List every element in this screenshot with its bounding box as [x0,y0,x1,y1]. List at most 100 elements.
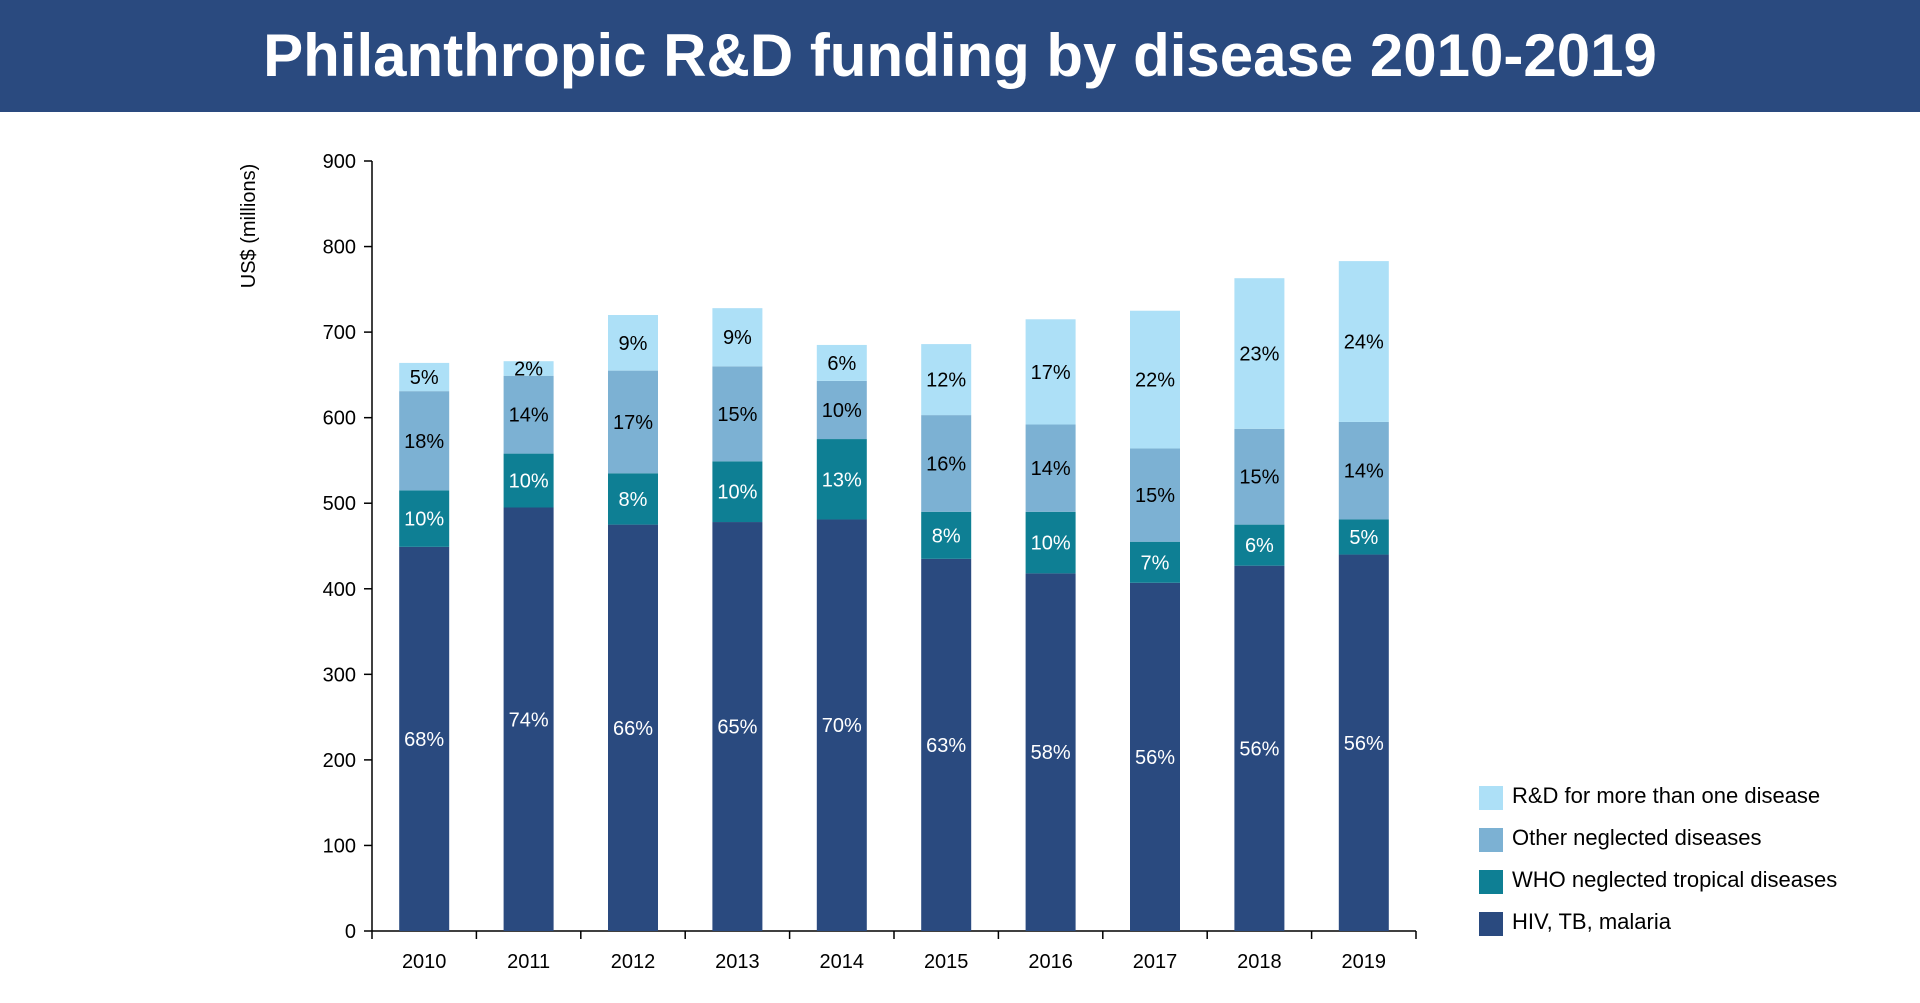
x-tick-label: 2019 [1342,951,1387,973]
y-tick-label: 700 [323,322,356,344]
legend-swatch [1479,786,1503,810]
data-label: 10% [717,482,757,504]
chart-title: Philanthropic R&D funding by disease 201… [263,22,1657,89]
data-label: 2% [514,358,543,380]
data-label: 65% [717,717,757,739]
x-tick-label: 2016 [1028,951,1073,973]
y-tick-label: 0 [345,921,356,943]
bar-segment [1234,278,1285,429]
data-label: 56% [1344,733,1384,755]
bar-segment [1025,511,1076,574]
legend-label: WHO neglected tropical diseases [1512,867,1838,892]
data-label: 10% [822,400,862,422]
data-label: 68% [404,729,444,751]
bar-segment [921,415,972,512]
bar-segment [1025,319,1076,425]
legend-label: Other neglected diseases [1512,825,1762,850]
bar-segment [399,391,450,491]
bar-segment [503,361,554,376]
bar-segment [816,344,867,381]
data-label: 5% [1349,527,1378,549]
y-tick-label: 100 [323,835,356,857]
bar-segment [712,461,763,523]
data-label: 10% [1031,533,1071,555]
data-label: 17% [1031,362,1071,384]
bar-segment [921,344,972,416]
bar-segment [1234,565,1285,931]
data-label: 7% [1141,552,1170,574]
x-tick-label: 2018 [1237,951,1282,973]
data-label: 10% [404,509,444,531]
data-label: 16% [926,453,966,475]
data-label: 8% [619,489,648,511]
data-label: 74% [509,709,549,731]
y-tick-label: 500 [323,493,356,515]
bar-segment [1234,428,1285,525]
legend-label: HIV, TB, malaria [1512,909,1671,934]
bar-segment [608,473,658,525]
legend-label: R&D for more than one disease [1512,783,1821,808]
data-label: 23% [1239,344,1279,366]
data-label: 56% [1239,738,1279,760]
y-tick-label: 900 [323,151,356,173]
data-label: 15% [717,404,757,426]
y-tick-label: 600 [323,408,356,430]
data-label: 12% [926,370,966,392]
title-banner: Philanthropic R&D funding by disease 201… [0,0,1920,112]
bar-segment [712,522,763,931]
data-label: 10% [509,471,549,493]
data-label: 8% [932,525,961,547]
data-label: 14% [1031,458,1071,480]
bar-segment [399,546,450,931]
bar-segment [1338,519,1389,555]
x-tick-label: 2017 [1133,951,1178,973]
data-label: 9% [619,333,648,355]
bar-segment [503,453,554,508]
data-label: 14% [1344,461,1384,483]
bar-segment [1338,261,1389,422]
data-label: 15% [1239,467,1279,489]
x-tick-label: 2015 [924,951,969,973]
bar-segment [1025,573,1076,931]
x-tick-label: 2010 [402,951,447,973]
x-tick-label: 2013 [715,951,760,973]
bar-segment [608,315,658,371]
bar-segment [1130,582,1180,931]
bar-segment [399,490,450,547]
y-tick-label: 400 [323,579,356,601]
bar-segment [503,375,554,454]
y-tick-label: 200 [323,750,356,772]
bar-segment [608,524,658,931]
data-label: 15% [1135,485,1175,507]
data-label: 6% [1245,535,1274,557]
bar-segment [712,366,763,462]
bar-segment [503,507,554,931]
x-tick-label: 2011 [507,951,550,973]
bar-segment [816,439,867,520]
bar-segment [712,308,763,367]
data-label: 14% [509,405,549,427]
bar-segment [816,380,867,440]
bar-segment [399,362,450,392]
data-label: 5% [410,367,439,389]
x-tick-label: 2014 [820,951,865,973]
y-tick-label: 300 [323,664,356,686]
data-label: 56% [1135,747,1175,769]
x-tick-label: 2012 [611,951,656,973]
bar-segment [816,519,867,931]
legend-swatch [1479,912,1503,936]
bar-segment [1338,554,1389,931]
data-label: 63% [926,735,966,757]
data-label: 13% [822,469,862,491]
bar-segment [1234,524,1285,566]
bar-segment [1025,424,1076,512]
bar-segment [1130,541,1180,583]
bar-segment [608,370,658,474]
data-label: 6% [827,353,856,375]
data-label: 66% [613,718,653,740]
y-tick-label: 800 [323,237,356,259]
legend-swatch [1479,828,1503,852]
bar-segment [921,511,972,559]
bar-segment [1130,448,1180,542]
